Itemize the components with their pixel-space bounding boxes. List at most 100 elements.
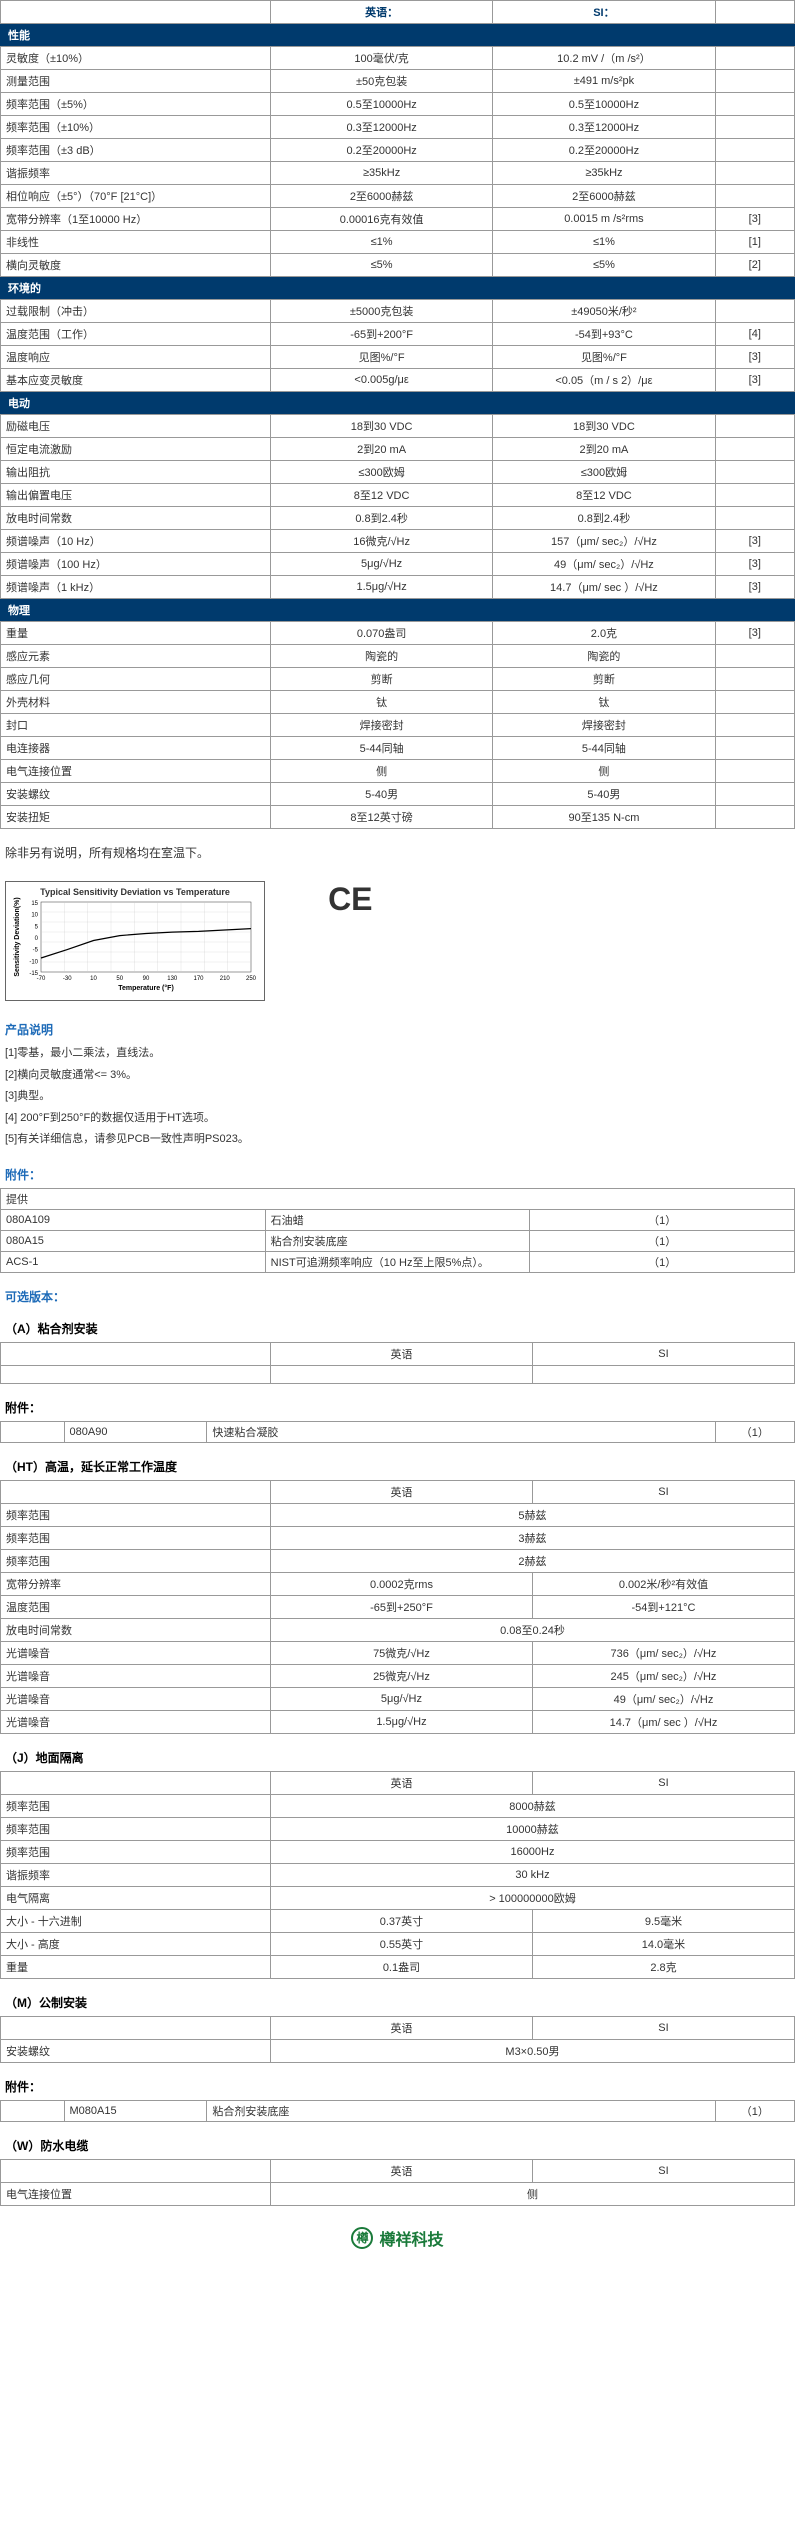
spec-en: 2至6000赫兹 <box>270 185 492 208</box>
spec-en: 8至12 VDC <box>270 484 492 507</box>
spec-note <box>715 461 794 484</box>
spec-si: 2至6000赫兹 <box>493 185 715 208</box>
spec-label: 频谱噪声（10 Hz） <box>1 530 271 553</box>
version-w-table: 英语SI电气连接位置侧 <box>0 2159 795 2206</box>
logo-icon: 樽 <box>351 2227 373 2249</box>
svg-text:Temperature (°F): Temperature (°F) <box>118 984 174 992</box>
sensitivity-chart: Typical Sensitivity Deviation vs Tempera… <box>5 881 265 1001</box>
section-header: 物理 <box>0 599 795 621</box>
spec-si: 10.2 mV /（m /s²） <box>493 47 715 70</box>
spec-en: ±50克包装 <box>270 70 492 93</box>
spec-label: 温度响应 <box>1 346 271 369</box>
spec-note <box>715 691 794 714</box>
spec-label: 电连接器 <box>1 737 271 760</box>
spec-si: 0.2至20000Hz <box>493 139 715 162</box>
spec-si: 5-44同轴 <box>493 737 715 760</box>
spec-note <box>715 806 794 829</box>
spec-label: 频率范围（±5%） <box>1 93 271 116</box>
spec-si: 侧 <box>493 760 715 783</box>
svg-text:170: 170 <box>193 976 204 982</box>
spec-label: 宽带分辨率（1至10000 Hz） <box>1 208 271 231</box>
spec-label: 安装螺纹 <box>1 2039 271 2062</box>
spec-note: [3] <box>715 530 794 553</box>
section-header: 环境的 <box>0 277 795 299</box>
spec-si: ±491 m/s²pk <box>493 70 715 93</box>
spec-si: 0.3至12000Hz <box>493 116 715 139</box>
spec-note: [3] <box>715 576 794 599</box>
spec-note <box>715 737 794 760</box>
spec-note <box>715 139 794 162</box>
spec-label: 过载限制（冲击） <box>1 300 271 323</box>
spec-label: 放电时间常数 <box>1 1618 271 1641</box>
room-temp-note: 除非另有说明，所有规格均在室温下。 <box>0 829 795 876</box>
spec-si: 见图%/°F <box>493 346 715 369</box>
col-header-si: SI： <box>493 1 715 24</box>
spec-si: 0.8到2.4秒 <box>493 507 715 530</box>
spec-note <box>715 70 794 93</box>
svg-text:5: 5 <box>35 924 39 930</box>
spec-en: 1.5μg/√Hz <box>270 576 492 599</box>
spec-si: 0.5至10000Hz <box>493 93 715 116</box>
product-note-item: [3]典型。 <box>0 1086 795 1108</box>
svg-text:-30: -30 <box>63 976 72 982</box>
spec-en: 2到20 mA <box>270 438 492 461</box>
spec-label: 电气隔离 <box>1 1886 271 1909</box>
svg-text:Sensitivity Deviation(%): Sensitivity Deviation(%) <box>14 897 21 976</box>
section-header: 性能 <box>0 24 795 46</box>
version-m-title: （M）公制安装 <box>5 1994 790 2011</box>
spec-label: 封口 <box>1 714 271 737</box>
spec-note: [3] <box>715 622 794 645</box>
spec-note: [4] <box>715 323 794 346</box>
svg-text:130: 130 <box>167 976 178 982</box>
version-a-attach: 080A90快速粘合凝胶（1） <box>0 1421 795 1443</box>
spec-en: 焊接密封 <box>270 714 492 737</box>
spec-en: 侧 <box>270 760 492 783</box>
version-m-table: 英语SI安装螺纹M3×0.50男 <box>0 2016 795 2063</box>
spec-si: 0.0015 m /s²rms <box>493 208 715 231</box>
version-ht-title: （HT）高温，延长正常工作温度 <box>5 1458 790 1475</box>
spec-note <box>715 185 794 208</box>
section-header: 电动 <box>0 392 795 414</box>
spec-en: 16微克/√Hz <box>270 530 492 553</box>
spec-note <box>715 783 794 806</box>
spec-en: ≤1% <box>270 231 492 254</box>
spec-note <box>715 645 794 668</box>
spec-note: [3] <box>715 346 794 369</box>
spec-note <box>715 714 794 737</box>
spec-label: 频率范围 <box>1 1840 271 1863</box>
spec-en: 钛 <box>270 691 492 714</box>
spec-en: ±5000克包装 <box>270 300 492 323</box>
spec-si: ≤300欧姆 <box>493 461 715 484</box>
spec-si: 90至135 N-cm <box>493 806 715 829</box>
spec-label: 恒定电流激励 <box>1 438 271 461</box>
spec-label: 谐振频率 <box>1 1863 271 1886</box>
svg-text:15: 15 <box>31 901 38 907</box>
spec-si: 钛 <box>493 691 715 714</box>
spec-si: 2到20 mA <box>493 438 715 461</box>
spec-label: 频率范围 <box>1 1794 271 1817</box>
footer: 樽 樽祥科技 <box>0 2206 795 2260</box>
spec-en: 0.2至20000Hz <box>270 139 492 162</box>
spec-label: 相位响应（±5°）（70°F [21°C]） <box>1 185 271 208</box>
spec-en: 0.8到2.4秒 <box>270 507 492 530</box>
svg-text:-70: -70 <box>37 976 46 982</box>
spec-label: 频率范围 <box>1 1503 271 1526</box>
spec-si: 2.0克 <box>493 622 715 645</box>
spec-si: 陶瓷的 <box>493 645 715 668</box>
svg-text:50: 50 <box>116 976 123 982</box>
spec-label: 光谱噪音 <box>1 1687 271 1710</box>
spec-en: ≤300欧姆 <box>270 461 492 484</box>
spec-label: 外壳材料 <box>1 691 271 714</box>
spec-label: 灵敏度（±10%） <box>1 47 271 70</box>
product-note-item: [5]有关详细信息，请参见PCB一致性声明PS023。 <box>0 1129 795 1151</box>
spec-label: 横向灵敏度 <box>1 254 271 277</box>
spec-label: 基本应变灵敏度 <box>1 369 271 392</box>
product-note-item: [2]横向灵敏度通常<= 3%。 <box>0 1065 795 1087</box>
spec-label: 放电时间常数 <box>1 507 271 530</box>
spec-note: [1] <box>715 231 794 254</box>
spec-label: 光谱噪音 <box>1 1710 271 1733</box>
spec-si: ≤1% <box>493 231 715 254</box>
svg-text:-10: -10 <box>29 959 38 965</box>
spec-note <box>715 484 794 507</box>
spec-en: 100毫伏/克 <box>270 47 492 70</box>
